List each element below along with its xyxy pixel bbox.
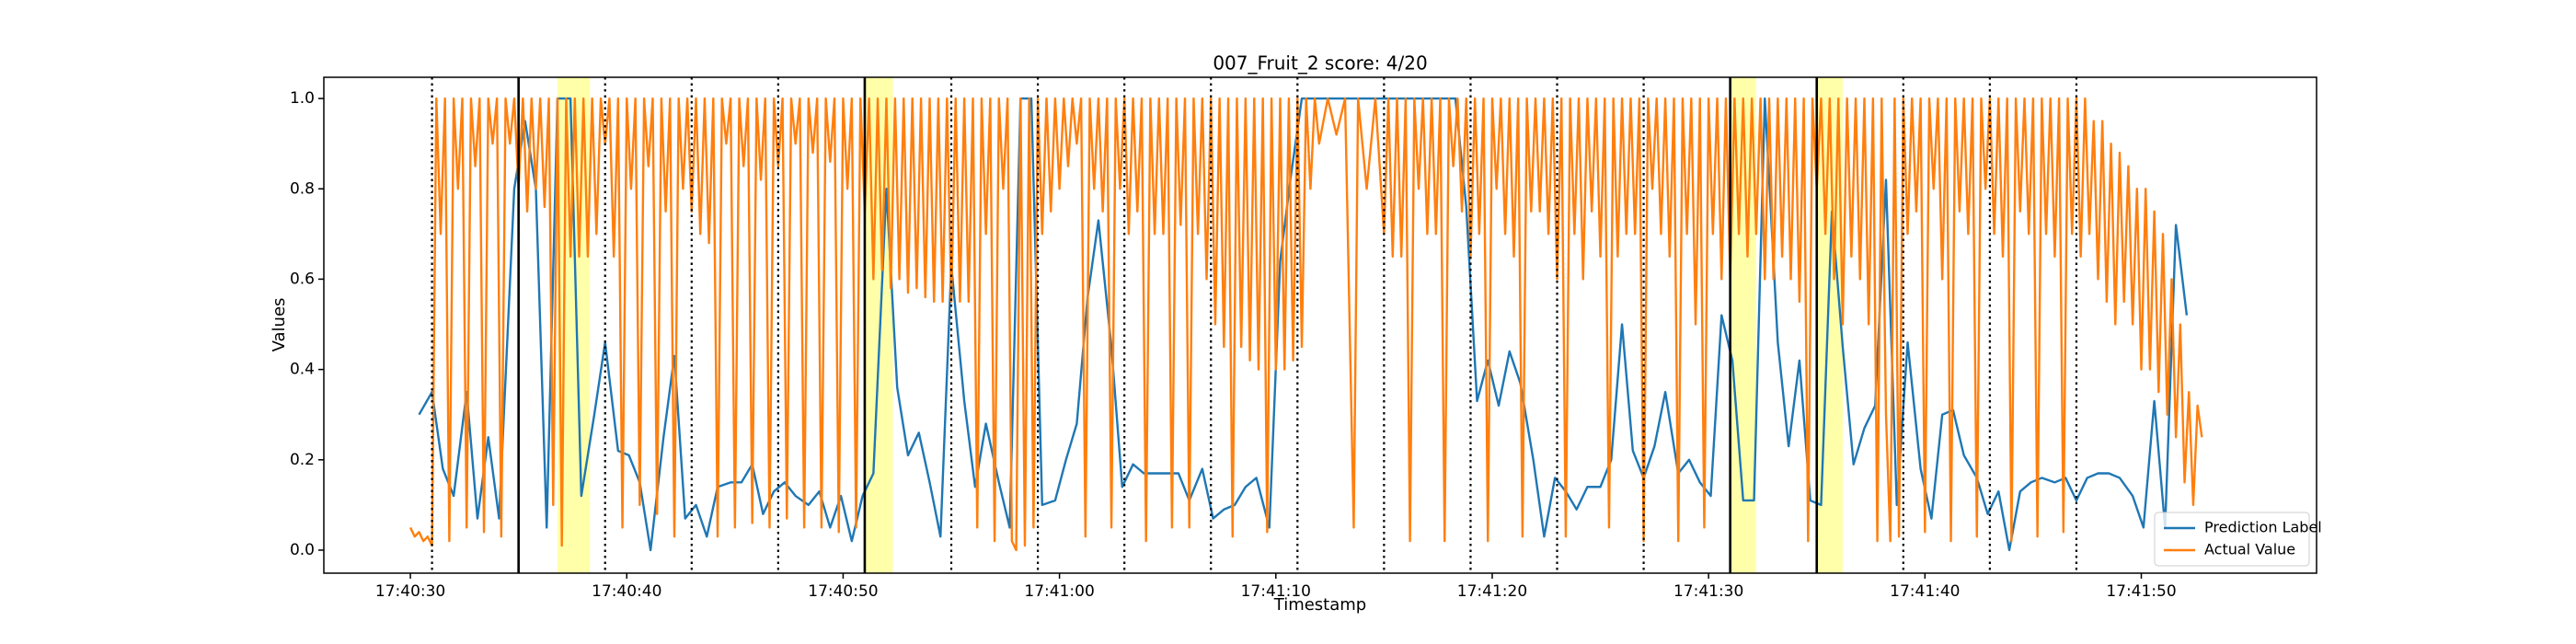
- x-axis-label: Timestamp: [1273, 595, 1366, 615]
- plot-frame: [323, 76, 2317, 574]
- legend-label: Actual Value: [2204, 541, 2295, 558]
- x-tick-label: 17:41:30: [1673, 582, 1743, 601]
- x-tick-label: 17:40:30: [375, 582, 445, 601]
- x-tick-label: 17:41:50: [2106, 582, 2176, 601]
- y-axis-label: Values: [270, 298, 289, 352]
- y-tick-label: 0.2: [290, 451, 315, 469]
- x-tick-label: 17:41:40: [1890, 582, 1960, 601]
- y-tick-label: 1.0: [290, 89, 315, 108]
- y-tick-label: 0.4: [290, 361, 315, 379]
- x-tick-label: 17:41:00: [1024, 582, 1094, 601]
- chart-title: 007_Fruit_2 score: 4/20: [1213, 52, 1427, 75]
- legend: Prediction Label Actual Value: [2154, 512, 2322, 567]
- y-tick-label: 0.6: [290, 270, 315, 288]
- x-tick-label: 17:40:40: [592, 582, 661, 601]
- legend-box: [2154, 512, 2310, 567]
- x-tick-label: 17:40:50: [808, 582, 878, 601]
- x-tick-label: 17:41:10: [1241, 582, 1311, 601]
- x-tick-label: 17:41:20: [1457, 582, 1527, 601]
- y-tick-label: 0.8: [290, 179, 315, 198]
- data-line: [408, 97, 2203, 552]
- legend-label: Prediction Label: [2204, 519, 2322, 536]
- y-tick-label: 0.0: [290, 541, 315, 559]
- data-line: [418, 97, 2189, 552]
